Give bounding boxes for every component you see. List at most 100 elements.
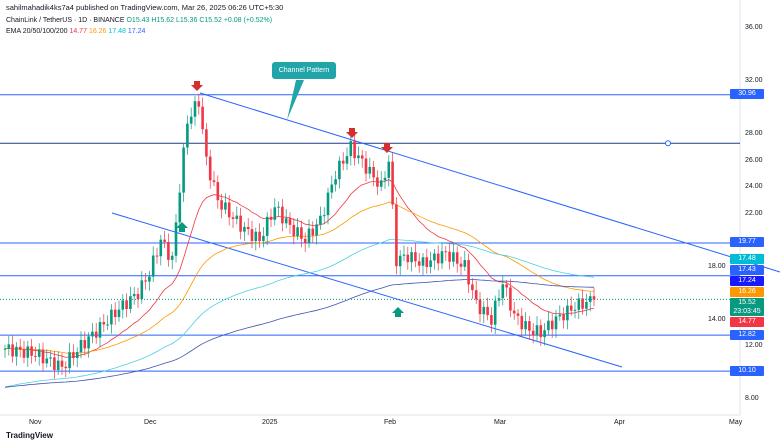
candle-body [410, 252, 413, 263]
x-axis-label: 2025 [262, 419, 278, 426]
candle-body [30, 346, 33, 356]
candle-body [243, 226, 246, 232]
ema20-value: 14.77 [69, 28, 87, 35]
candle-body [83, 340, 87, 349]
candle-body [254, 231, 258, 242]
level-handle [665, 140, 671, 147]
x-axis-label: Dec [144, 419, 157, 426]
candle-body [429, 260, 432, 267]
candle-body [288, 218, 292, 225]
candle-body [201, 106, 204, 130]
candle-body [174, 222, 178, 256]
candle-body [22, 349, 26, 358]
candle-body [151, 255, 155, 277]
x-axis-label: Nov [29, 419, 42, 426]
ema50-value: 16.26 [88, 28, 107, 35]
candle-body [315, 224, 318, 236]
candle-body [414, 252, 417, 262]
symbol[interactable]: ChainLink / TetherUS · 1D · BINANCE [6, 17, 125, 24]
candle-body [258, 231, 261, 242]
candle-body [227, 202, 231, 218]
candle-body [554, 316, 558, 330]
candle-body [265, 216, 269, 236]
candle-body [208, 156, 212, 181]
candle-body [53, 357, 56, 371]
candle-body [182, 147, 185, 193]
low: L15.36 [175, 17, 198, 24]
bar-countdown: 23:03:45 [733, 308, 761, 315]
candle-body [558, 314, 562, 317]
candle-body [531, 330, 535, 336]
change: +0.08 (+0.52%) [223, 17, 273, 24]
x-axis-label: May [729, 419, 743, 426]
ema-label[interactable]: EMA 20/50/100/200 [6, 28, 68, 35]
price-tag: 17.24 [730, 276, 764, 286]
ema20-line [4, 179, 595, 358]
symbol-line: ChainLink / TetherUS · 1D · BINANCE O15.… [6, 17, 272, 24]
candle-body [197, 101, 201, 107]
candle-body [3, 348, 7, 350]
candle-body [125, 300, 128, 309]
candle-body [186, 123, 189, 148]
callout-pointer [287, 80, 304, 120]
open: O15.43 [126, 17, 150, 24]
candle-body [581, 298, 584, 309]
candle-body [345, 156, 349, 164]
candle-body [577, 298, 581, 310]
candle-body [292, 224, 296, 237]
candle-body [322, 215, 326, 217]
candle-body [463, 260, 467, 267]
y-axis-label: 24.00 [745, 183, 763, 190]
candle-body [117, 309, 121, 318]
candle-body [136, 293, 140, 300]
candle-body [18, 346, 22, 350]
candle-body [68, 352, 71, 369]
candle-body [98, 322, 102, 338]
candle-body [493, 300, 497, 325]
candle-body [300, 227, 303, 239]
candle-body [56, 360, 60, 371]
candle-body [155, 255, 159, 257]
candle-body [528, 321, 531, 331]
candle-body [436, 253, 440, 264]
candle-body [319, 215, 322, 225]
candle-body [148, 276, 151, 282]
candle-body [311, 228, 315, 236]
candle-body [573, 309, 577, 311]
candle-body [478, 299, 482, 315]
candle-body [505, 284, 508, 288]
candle-body [372, 166, 375, 178]
candle-body [467, 260, 470, 285]
candle-body [87, 336, 90, 349]
candle-body [368, 166, 372, 174]
candle-body [524, 321, 527, 330]
candle-body [383, 177, 387, 181]
candle-body [79, 340, 83, 353]
candle-body [520, 315, 524, 330]
candle-body [296, 227, 299, 237]
channel-upper-line [199, 92, 780, 273]
candle-body [250, 229, 254, 242]
candle-body [178, 192, 182, 223]
candle-body [330, 184, 334, 193]
candle-body [132, 293, 136, 297]
candle-body [102, 322, 106, 325]
candle-body [490, 315, 493, 325]
candle-body [7, 344, 11, 349]
candle-body [360, 155, 364, 159]
candle-body [94, 331, 98, 338]
last-price: 15.52 [738, 299, 756, 306]
candle-body [417, 261, 421, 266]
candle-body [11, 344, 14, 357]
candle-body [41, 349, 45, 364]
candle-body [193, 101, 197, 117]
price-tag: 17.43 [730, 265, 764, 275]
candle-body [15, 346, 18, 357]
candle-body [60, 360, 64, 367]
ema-line: EMA 20/50/100/200 14.77 16.26 17.48 17.2… [6, 28, 145, 35]
candle-body [303, 238, 307, 244]
candle-body [121, 300, 125, 310]
candle-body [482, 306, 486, 315]
